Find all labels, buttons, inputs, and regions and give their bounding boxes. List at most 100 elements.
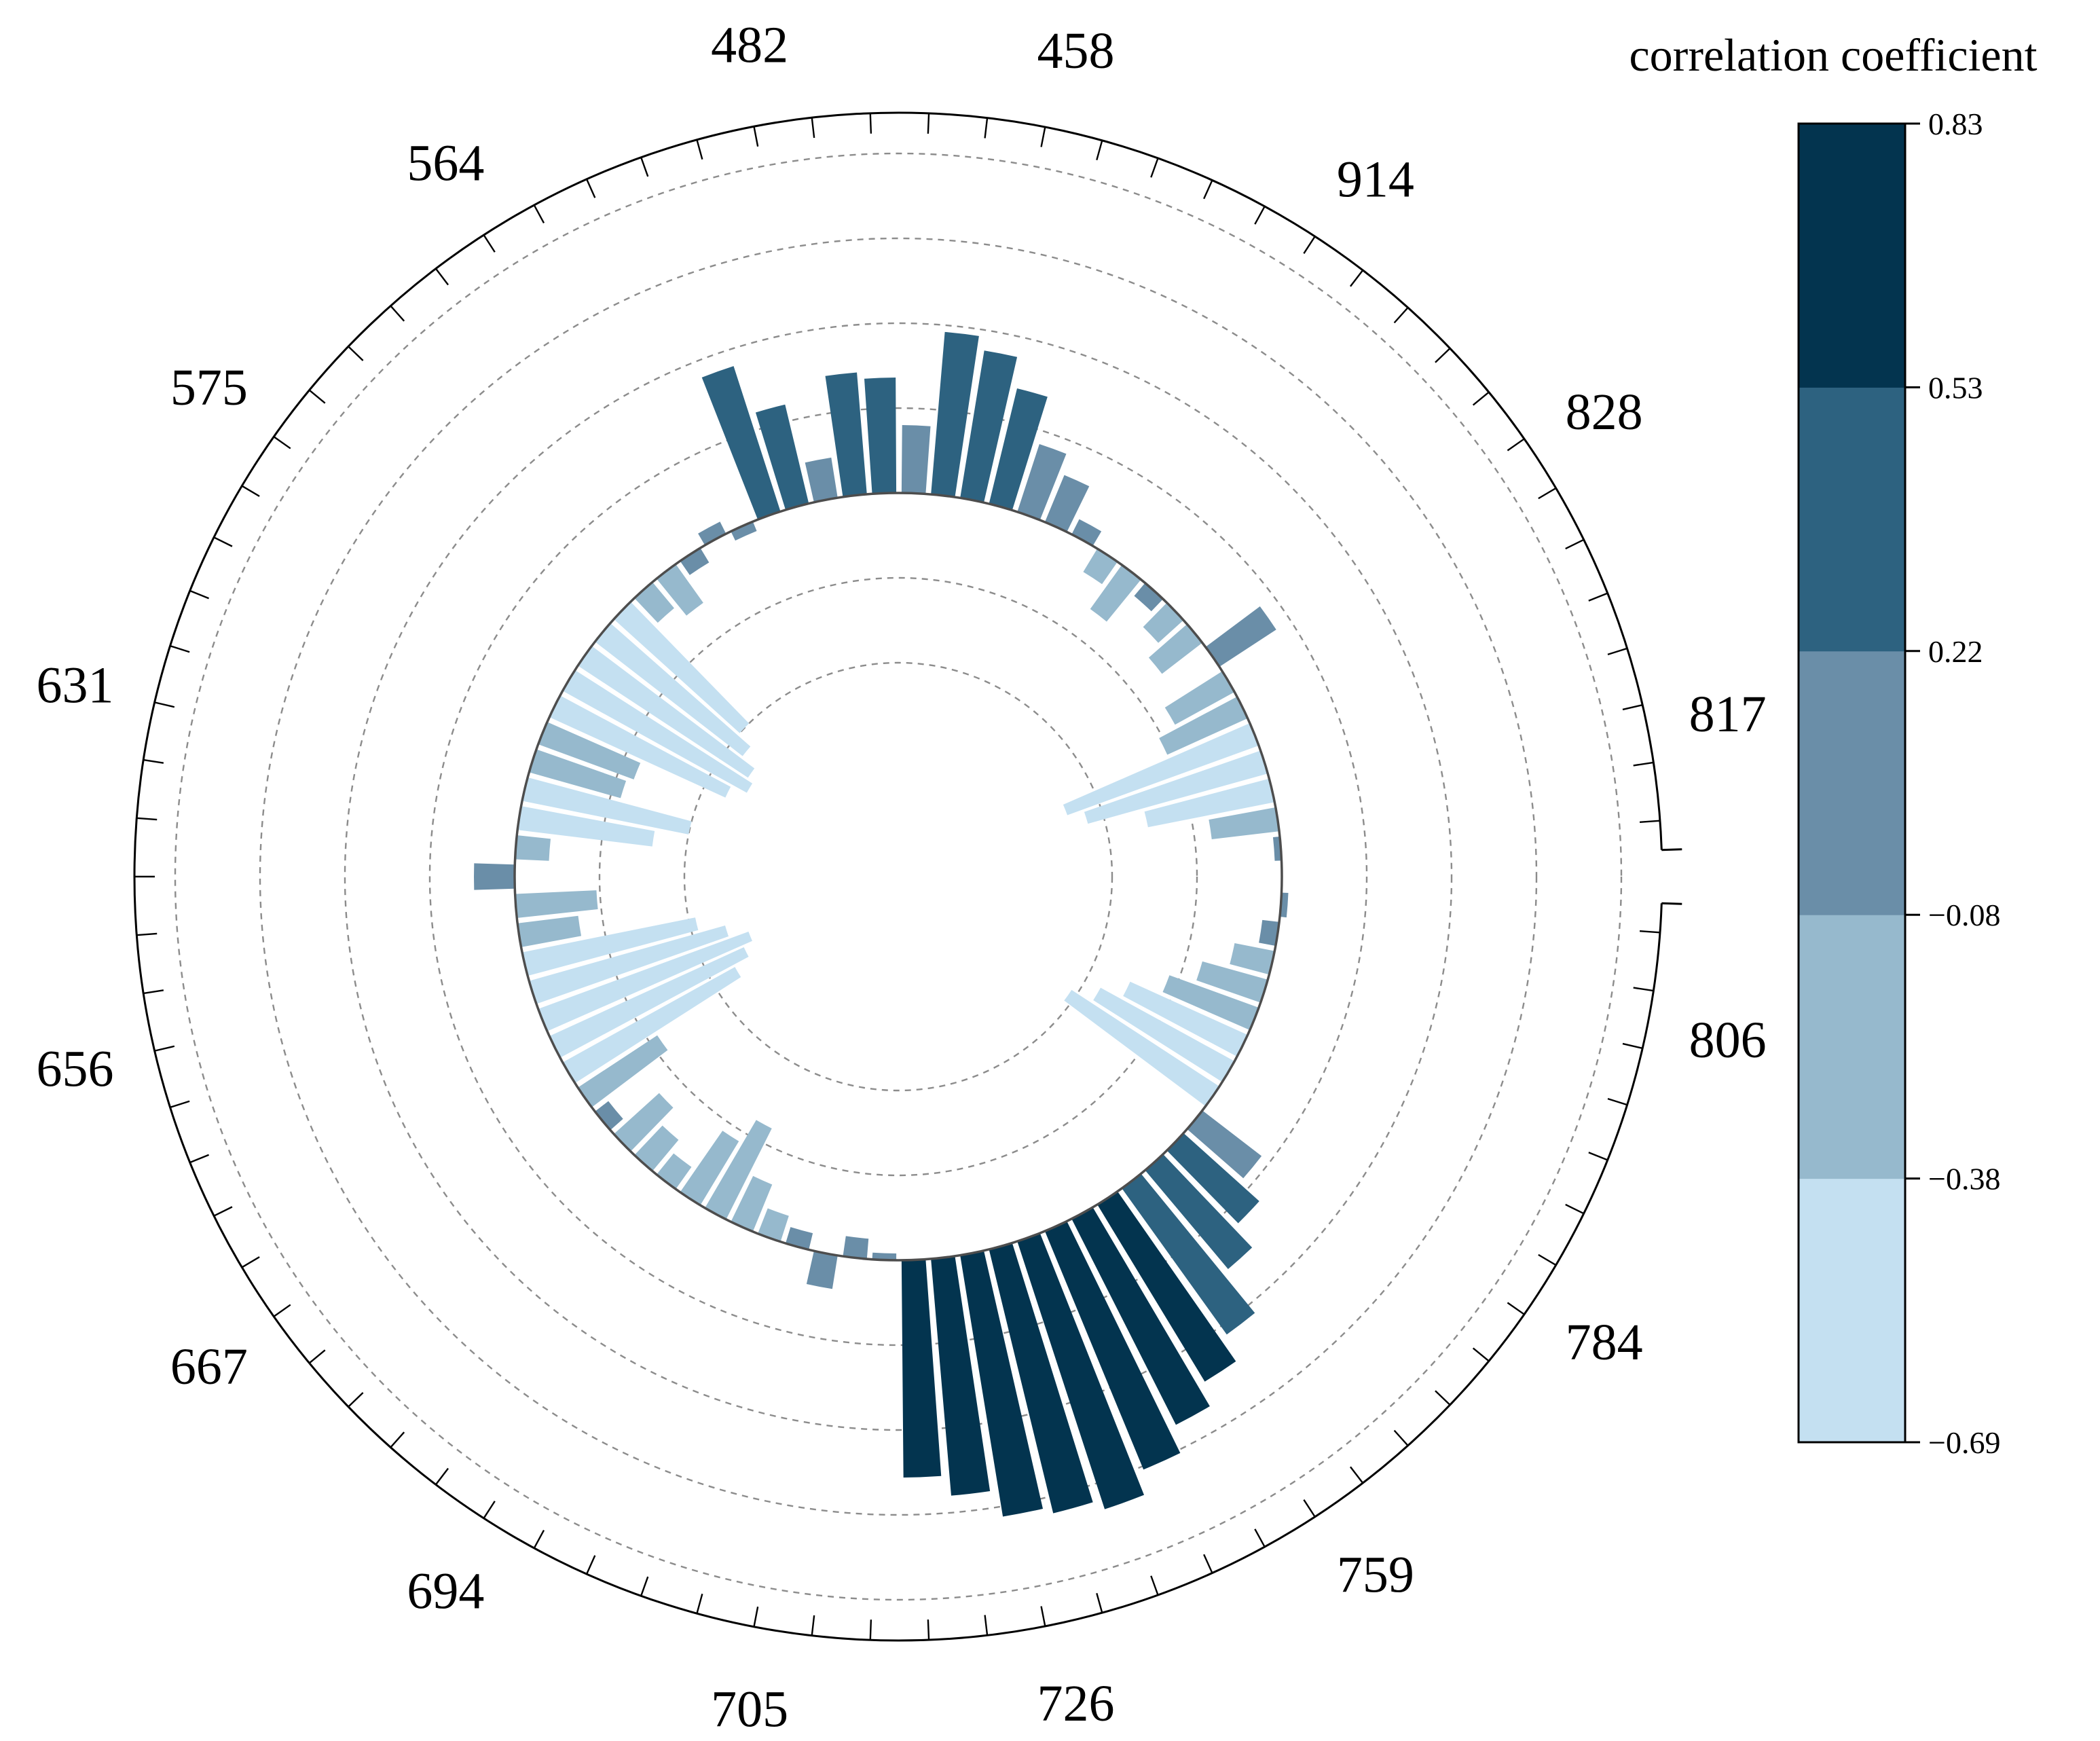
outer-tick (1472, 1347, 1490, 1362)
gridline-3 (344, 322, 1453, 1431)
outer-tick (1588, 1152, 1608, 1161)
outer-tick (1472, 391, 1490, 406)
bar-61 (901, 425, 931, 494)
bar-24 (758, 1208, 789, 1242)
bar-73 (1205, 606, 1276, 667)
bar-20 (872, 1252, 897, 1260)
outer-tick (753, 126, 759, 147)
bar-51 (634, 582, 674, 623)
bar-5 (1123, 981, 1248, 1057)
bar-38 (517, 915, 582, 947)
colorbar-band-1 (1799, 915, 1905, 1179)
outer-tick (1254, 1528, 1266, 1547)
bar-43 (522, 777, 692, 835)
outer-tick (1507, 438, 1525, 452)
bars (473, 331, 1289, 1517)
outer-tick (1203, 179, 1213, 200)
outer-tick (1639, 930, 1661, 934)
bar-21 (843, 1236, 869, 1260)
outer-tick (170, 645, 190, 653)
angle-label: 694 (407, 1562, 484, 1619)
bar-71 (1143, 602, 1184, 643)
bar-9 (1166, 1133, 1259, 1224)
outer-tick (984, 117, 989, 139)
bar-45 (538, 722, 641, 780)
outer-tick (143, 989, 164, 995)
bar-18 (931, 1256, 991, 1496)
outer-tick (348, 346, 364, 361)
colorbar-band-2 (1799, 650, 1905, 915)
colorbar-tick-label: 0.53 (1928, 370, 1983, 405)
bar-52 (656, 564, 703, 616)
outer-tick (154, 701, 175, 708)
outer-tick (1639, 820, 1661, 824)
bar-75 (1159, 696, 1248, 755)
outer-tick (189, 589, 210, 600)
outer-tick (1622, 703, 1643, 711)
bar-66 (1044, 475, 1090, 532)
gridline-0 (683, 661, 1113, 1092)
bar-14 (1044, 1221, 1181, 1470)
bar-2 (1230, 942, 1275, 975)
outer-tick (390, 305, 405, 322)
outer-tick (483, 1501, 496, 1519)
bar-31 (595, 1101, 623, 1131)
outer-tick (1393, 1429, 1409, 1446)
bar-79 (1209, 807, 1280, 840)
bar-23 (785, 1227, 813, 1250)
outer-tick (1435, 348, 1451, 363)
outer-tick (308, 389, 326, 404)
bar-49 (595, 623, 751, 756)
bar-58 (805, 457, 838, 502)
bar-8 (1187, 1110, 1262, 1179)
bar-32 (578, 1035, 668, 1107)
outer-tick (1203, 1554, 1213, 1574)
bar-17 (960, 1250, 1044, 1517)
outer-tick (811, 117, 815, 139)
angle-label: 784 (1566, 1314, 1643, 1371)
outer-tick (241, 1256, 260, 1268)
bar-29 (634, 1125, 679, 1171)
outer-tick (811, 1615, 815, 1636)
outer-tick (1040, 1606, 1046, 1627)
outer-tick (640, 157, 649, 177)
outer-tick (869, 1619, 872, 1641)
bar-6 (1093, 987, 1235, 1082)
outer-tick (483, 234, 496, 253)
gridline-1 (598, 576, 1198, 1177)
gap-edge-start (1661, 848, 1682, 851)
bar-42 (517, 806, 655, 847)
outer-tick (1633, 987, 1654, 992)
bar-55 (731, 521, 757, 541)
bar-65 (1017, 444, 1067, 520)
bar-27 (680, 1131, 739, 1205)
bar-4 (1162, 975, 1259, 1031)
gap-edge-end (1661, 902, 1682, 905)
outer-tick (1096, 1592, 1103, 1613)
angle-label: 482 (711, 16, 788, 73)
bar-11 (1122, 1173, 1255, 1335)
outer-tick (696, 1593, 703, 1614)
outer-tick (585, 179, 596, 198)
bar-30 (614, 1093, 674, 1152)
outer-tick (136, 817, 158, 821)
bar-46 (549, 695, 731, 798)
outer-tick (213, 1206, 233, 1217)
bar-12 (1097, 1191, 1236, 1382)
angle-label: 656 (37, 1041, 114, 1098)
bar-22 (806, 1251, 838, 1289)
outer-tick (1565, 1203, 1585, 1215)
colorbar-tick-label: −0.38 (1928, 1162, 2000, 1196)
angle-labels: 631 575 564 482 458 914 828 817 806 784 759 726 705 6… (37, 16, 1767, 1738)
bar-62 (931, 331, 979, 498)
outer-tick (1150, 1575, 1159, 1596)
outer-tick (1303, 236, 1316, 254)
outer-tick (390, 1431, 405, 1448)
bar-76 (1063, 722, 1259, 815)
outer-tick (1254, 206, 1266, 225)
bar-40 (473, 863, 515, 890)
bar-70 (1134, 583, 1164, 612)
bar-64 (989, 388, 1048, 511)
bar-56 (701, 366, 781, 520)
